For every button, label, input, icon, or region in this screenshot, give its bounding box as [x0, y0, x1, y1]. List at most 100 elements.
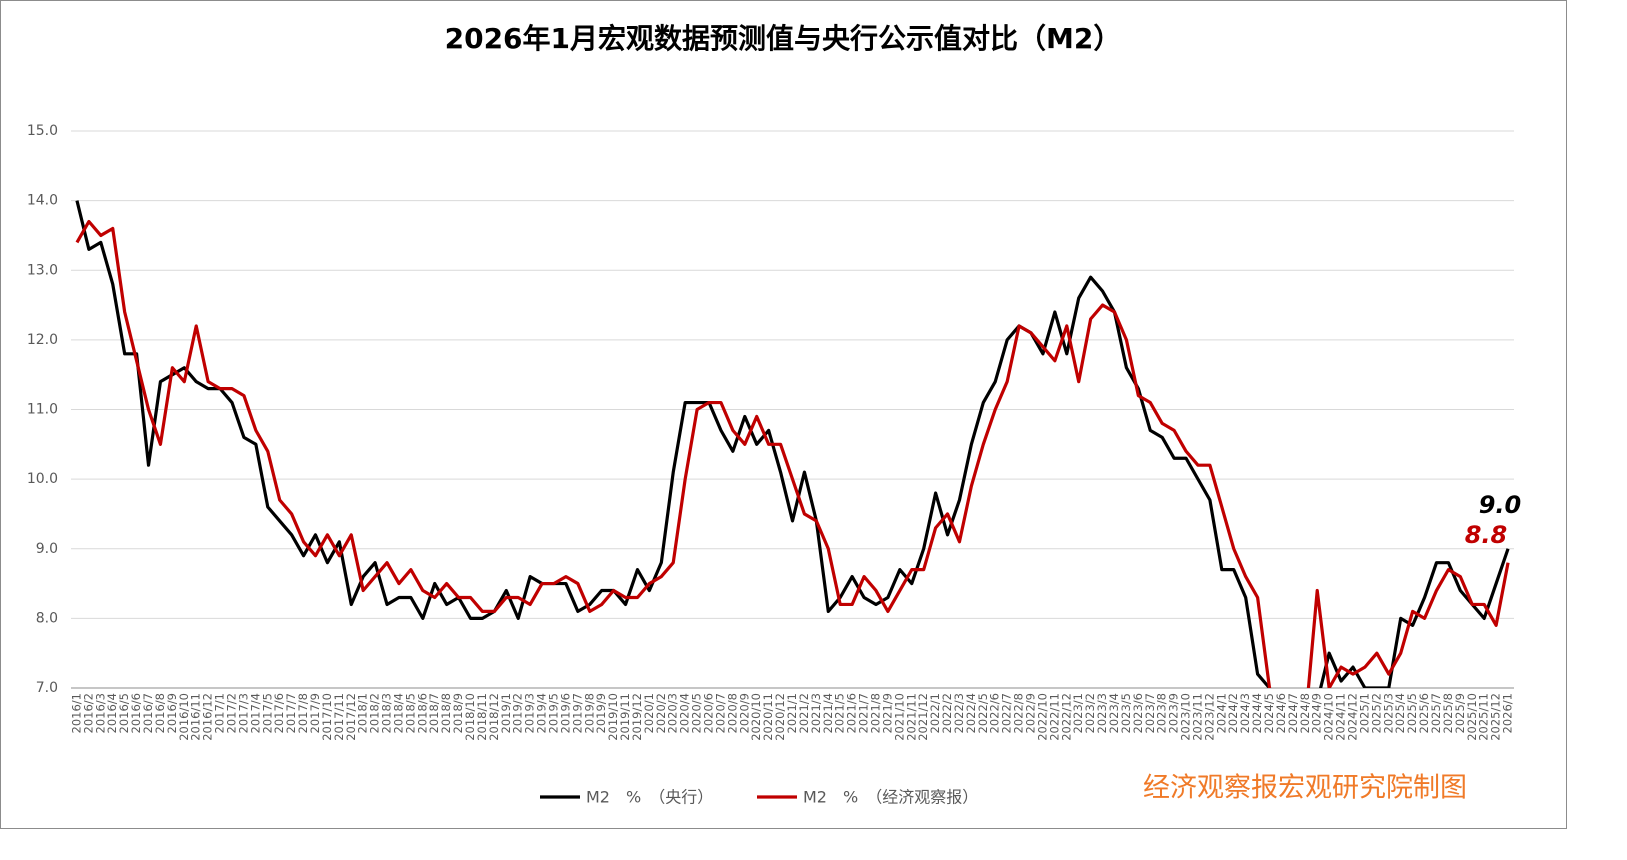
x-tick-label: 2017/3 [236, 693, 250, 733]
x-tick-label: 2020/2 [654, 693, 668, 733]
y-tick-label: 10.0 [27, 471, 58, 487]
series-line [75, 219, 1510, 688]
x-tick-label: 2016/8 [153, 693, 167, 733]
x-tick-label: 2020/8 [725, 693, 739, 733]
x-tick-label: 2021/7 [857, 693, 871, 733]
x-tick-label: 2022/9 [1024, 693, 1038, 733]
x-tick-label: 2020/10 [749, 693, 763, 741]
x-tick-label: 2024/5 [1262, 693, 1276, 733]
x-tick-label: 2016/10 [177, 693, 191, 741]
x-tick-label: 2018/10 [463, 693, 477, 741]
x-tick-label: 2019/9 [594, 693, 608, 733]
x-tick-label: 2019/7 [570, 693, 584, 733]
x-tick-label: 2024/9 [1310, 693, 1324, 733]
x-tick-label: 2018/5 [403, 693, 417, 733]
x-tick-label: 2019/11 [618, 693, 632, 741]
frame [0, 0, 1567, 829]
x-tick-label: 2025/7 [1429, 693, 1443, 733]
x-tick-label: 2024/1 [1214, 693, 1228, 733]
x-tick-label: 2020/4 [678, 693, 692, 733]
x-tick-label: 2021/12 [916, 693, 930, 741]
x-tick-label: 2017/6 [272, 693, 286, 733]
x-tick-label: 2017/7 [284, 693, 298, 733]
y-tick-label: 7.0 [36, 680, 58, 696]
x-tick-label: 2022/8 [1012, 693, 1026, 733]
x-tick-label: 2024/2 [1226, 693, 1240, 733]
x-tick-label: 2017/5 [260, 693, 274, 733]
x-tick-label: 2021/1 [785, 693, 799, 733]
x-tick-label: 2018/3 [380, 693, 394, 733]
x-tick-label: 2017/9 [308, 693, 322, 733]
x-tick-label: 2018/2 [368, 693, 382, 733]
legend-label: M2 % （经济观察报） [803, 788, 978, 807]
x-tick-label: 2025/6 [1417, 693, 1431, 733]
x-tick-label: 2018/11 [475, 693, 489, 741]
x-tick-label: 2018/4 [391, 693, 405, 733]
y-tick-label: 13.0 [27, 262, 58, 278]
x-tick-label: 2019/12 [630, 693, 644, 741]
x-tick-label: 2019/5 [546, 693, 560, 733]
x-tick-label: 2017/10 [320, 693, 334, 741]
legend-label: M2 % （央行） [586, 788, 713, 807]
x-tick-label: 2025/11 [1477, 693, 1491, 741]
x-tick-label: 2016/5 [117, 693, 131, 733]
x-tick-label: 2023/10 [1179, 693, 1193, 741]
x-tick-label: 2025/5 [1405, 693, 1419, 733]
x-tick-label: 2018/9 [451, 693, 465, 733]
value-annotation: 9.0 [1479, 491, 1522, 519]
x-tick-label: 2025/2 [1369, 693, 1383, 733]
x-tick-label: 2024/10 [1322, 693, 1336, 741]
x-tick-label: 2021/6 [845, 693, 859, 733]
x-tick-label: 2016/6 [129, 693, 143, 733]
x-tick-label: 2019/3 [523, 693, 537, 733]
x-tick-label: 2016/7 [141, 693, 155, 733]
x-tick-label: 2020/12 [773, 693, 787, 741]
y-tick-label: 11.0 [27, 402, 58, 418]
x-tick-label: 2023/8 [1155, 693, 1169, 733]
x-tick-label: 2017/11 [332, 693, 346, 741]
x-tick-label: 2025/9 [1453, 693, 1467, 733]
x-tick-label: 2024/4 [1250, 693, 1264, 733]
value-annotation: 8.8 [1465, 521, 1508, 549]
x-tick-label: 2021/10 [892, 693, 906, 741]
x-tick-label: 2025/4 [1393, 693, 1407, 733]
x-tick-label: 2024/6 [1274, 693, 1288, 733]
y-tick-label: 14.0 [27, 193, 58, 209]
x-tick-label: 2023/5 [1119, 693, 1133, 733]
x-tick-label: 2016/2 [81, 693, 95, 733]
x-tick-label: 2022/4 [964, 693, 978, 733]
x-tick-label: 2016/3 [93, 693, 107, 733]
x-tick-label: 2023/4 [1107, 693, 1121, 733]
x-tick-label: 2017/4 [248, 693, 262, 733]
x-tick-label: 2024/11 [1334, 693, 1348, 741]
chart-title: 2026年1月宏观数据预测值与央行公示值对比（M2） [445, 22, 1122, 55]
x-tick-label: 2024/8 [1298, 693, 1312, 733]
x-tick-label: 2017/8 [296, 693, 310, 733]
x-tick-label: 2018/7 [427, 693, 441, 733]
y-tick-label: 12.0 [27, 332, 58, 348]
x-tick-label: 2019/10 [606, 693, 620, 741]
x-tick-label: 2020/7 [713, 693, 727, 733]
x-tick-label: 2023/11 [1190, 693, 1204, 741]
x-tick-label: 2020/5 [690, 693, 704, 733]
x-tick-label: 2022/12 [1059, 693, 1073, 741]
x-tick-label: 2024/3 [1238, 693, 1252, 733]
x-tick-label: 2019/4 [535, 693, 549, 733]
x-tick-label: 2021/5 [833, 693, 847, 733]
x-tick-label: 2025/8 [1441, 693, 1455, 733]
x-tick-label: 2016/1 [69, 693, 83, 733]
x-tick-label: 2018/12 [487, 693, 501, 741]
x-tick-label: 2022/7 [1000, 693, 1014, 733]
x-tick-label: 2021/2 [797, 693, 811, 733]
y-tick-label: 9.0 [36, 541, 58, 557]
x-tick-label: 2019/6 [558, 693, 572, 733]
x-tick-label: 2025/3 [1381, 693, 1395, 733]
x-tick-label: 2020/1 [642, 693, 656, 733]
x-tick-label: 2025/10 [1465, 693, 1479, 741]
x-tick-label: 2026/1 [1501, 693, 1515, 733]
y-tick-label: 15.0 [27, 123, 58, 139]
x-tick-label: 2020/3 [666, 693, 680, 733]
x-tick-label: 2024/7 [1286, 693, 1300, 733]
x-tick-label: 2016/11 [189, 693, 203, 741]
x-tick-label: 2022/2 [940, 693, 954, 733]
